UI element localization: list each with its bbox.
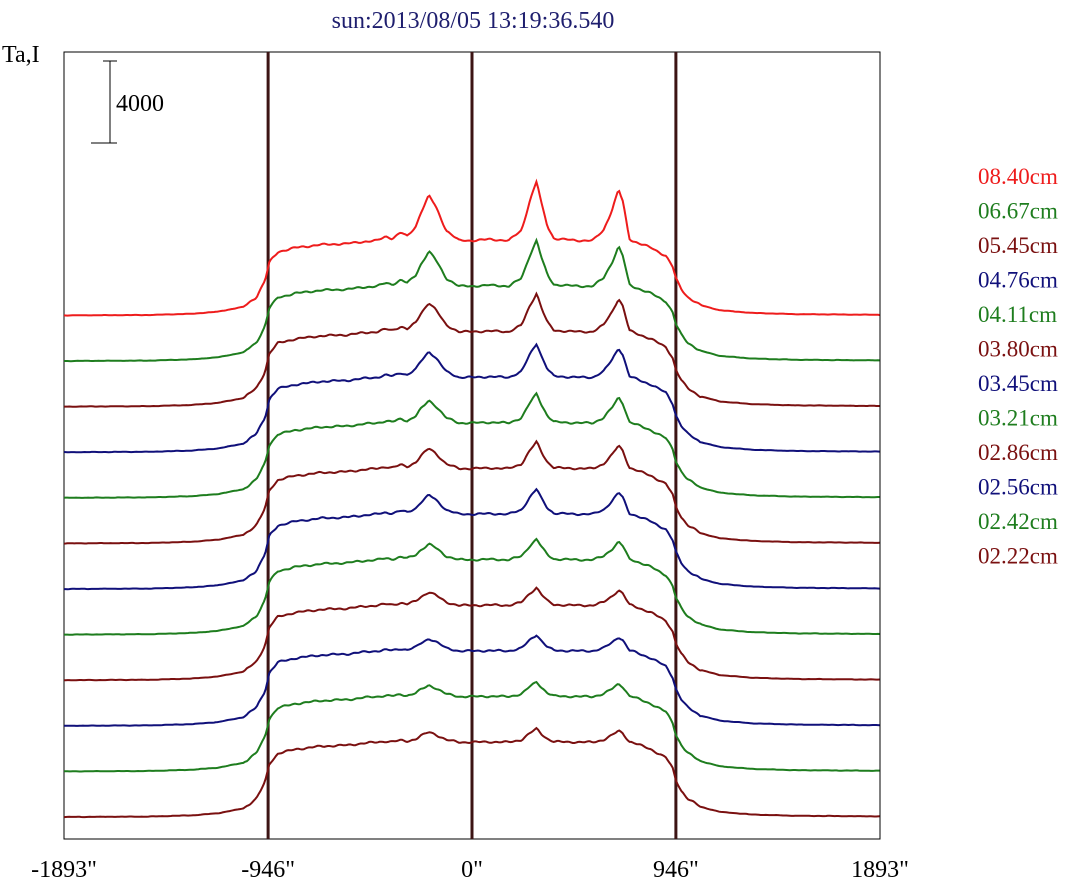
series-line-05.45cm — [64, 291, 880, 408]
series-line-03.45cm — [64, 487, 880, 591]
x-tick-label: 0" — [461, 857, 483, 883]
legend-entry: 03.21cm — [978, 406, 1058, 431]
legend-entry: 05.45cm — [978, 233, 1058, 258]
legend-entry: 02.86cm — [978, 440, 1058, 465]
x-tick-label: -1893" — [31, 857, 97, 883]
scale-bar-label: 4000 — [116, 91, 164, 117]
series-line-08.40cm — [63, 178, 880, 317]
series-line-02.56cm — [63, 634, 880, 727]
legend-entry: 04.76cm — [978, 268, 1058, 293]
legend-entry: 08.40cm — [978, 164, 1058, 189]
y-axis-label: Ta,I — [2, 42, 40, 68]
series-line-02.86cm — [64, 586, 880, 682]
legend-entry: 02.56cm — [978, 475, 1058, 500]
legend-entry: 03.45cm — [978, 371, 1058, 396]
series-line-06.67cm — [64, 237, 880, 363]
x-tick-label: -946" — [241, 857, 295, 883]
series-line-03.21cm — [64, 537, 880, 636]
chart-title: sun:2013/08/05 13:19:36.540 — [332, 8, 615, 34]
series-line-04.11cm — [63, 391, 880, 499]
x-tick-label: 1893" — [851, 857, 909, 883]
legend-entry: 02.22cm — [978, 544, 1058, 569]
legend-entry: 03.80cm — [978, 337, 1058, 362]
legend-entry: 06.67cm — [978, 199, 1058, 224]
series-lines — [63, 178, 880, 819]
legend: 08.40cm 06.67cm 05.45cm 04.76cm 04.11cm 03.80… — [978, 164, 1058, 569]
x-tick-label: 946" — [653, 857, 699, 883]
x-tick-labels: -1893" -946" 0" 946" 1893" — [31, 857, 909, 883]
reference-lines — [266, 52, 678, 839]
series-line-02.42cm — [63, 680, 880, 773]
legend-entry: 02.42cm — [978, 509, 1058, 534]
series-line-03.80cm — [63, 439, 880, 545]
series-line-02.22cm — [63, 726, 880, 819]
series-line-04.76cm — [63, 342, 880, 454]
scale-bar: 4000 — [91, 60, 164, 144]
legend-entry: 04.11cm — [978, 302, 1057, 327]
